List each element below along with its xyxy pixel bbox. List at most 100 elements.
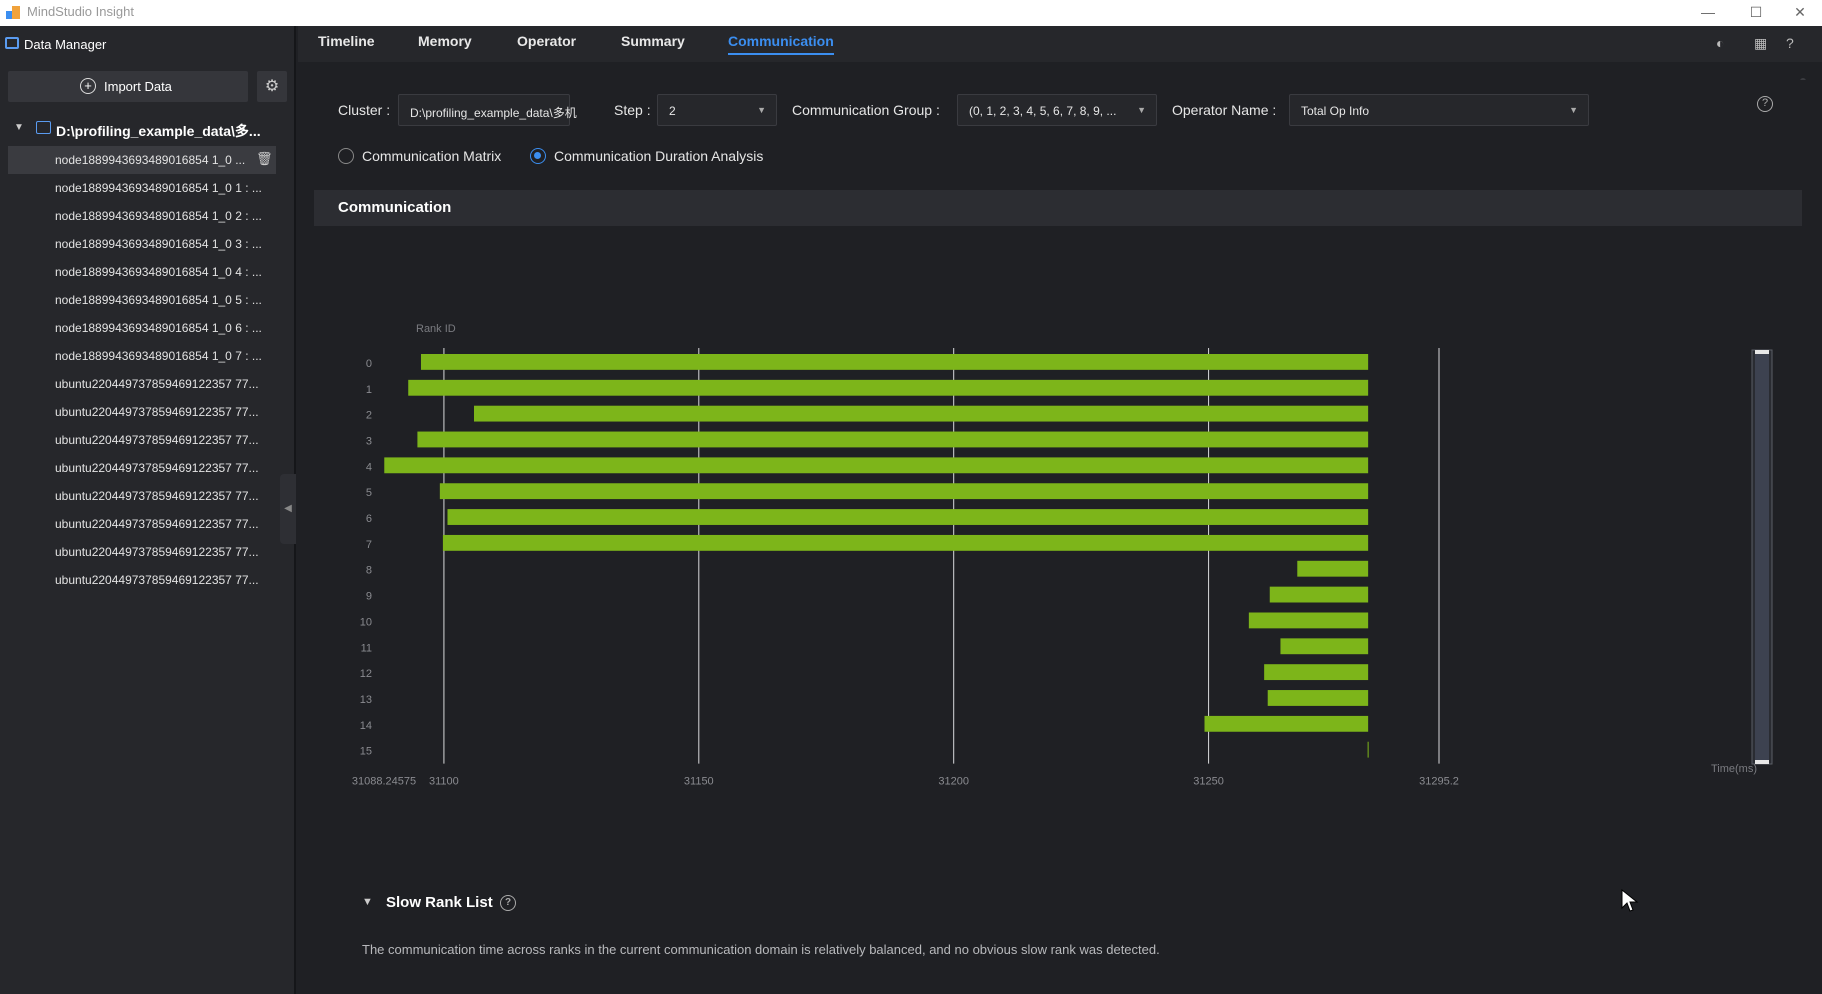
project-tree-node[interactable]: ▼ D:\profiling_example_data\多...: [0, 118, 296, 140]
theme-toggle-icon[interactable]: ◐: [1716, 35, 1725, 51]
step-label: Step :: [614, 102, 651, 118]
help-icon[interactable]: ?: [500, 895, 516, 911]
slow-rank-message: The communication time across ranks in t…: [362, 942, 1160, 957]
project-path: D:\profiling_example_data\多...: [56, 123, 261, 139]
file-item[interactable]: node1889943693489016854 1_0 6 : ...: [8, 314, 276, 342]
file-item[interactable]: ubuntu220449737859469122357 77...: [8, 398, 276, 426]
close-button[interactable]: ✕: [1794, 4, 1806, 20]
bar-rank-8: [1297, 560, 1369, 577]
caret-down-icon[interactable]: ▼: [14, 122, 24, 133]
communication-section-header: Communication: [314, 190, 1802, 226]
filter-bar: Cluster : D:\profiling_example_data\多机 S…: [314, 80, 1794, 190]
file-item[interactable]: ubuntu220449737859469122357 77...: [8, 454, 276, 482]
sidebar: Data Manager + Import Data ⚙ ▼ D:\profil…: [0, 26, 296, 994]
file-item[interactable]: ubuntu220449737859469122357 77...: [8, 566, 276, 594]
file-item-label: node1889943693489016854 1_0 7 : ...: [55, 349, 262, 363]
bar-rank-1: [408, 379, 1369, 396]
file-item[interactable]: ubuntu220449737859469122357 77...: [8, 370, 276, 398]
language-icon[interactable]: ▦: [1754, 35, 1768, 51]
communication-group-value: (0, 1, 2, 3, 4, 5, 6, 7, 8, 9, ...: [969, 104, 1117, 118]
vertical-zoom-range[interactable]: [1755, 354, 1769, 760]
file-item[interactable]: ubuntu220449737859469122357 77...: [8, 538, 276, 566]
bar-rank-5: [439, 483, 1369, 500]
mouse-cursor-icon: [1621, 889, 1639, 912]
x-tick-label: 31100: [429, 776, 459, 786]
x-tick-label: 31200: [938, 776, 969, 786]
y-axis-label: Rank ID: [416, 323, 456, 335]
file-item[interactable]: node1889943693489016854 1_0 7 : ...: [8, 342, 276, 370]
y-tick-label: 12: [360, 668, 372, 680]
tab-summary[interactable]: Summary: [621, 33, 685, 49]
file-item[interactable]: node1889943693489016854 1_0 4 : ...: [8, 258, 276, 286]
file-item-label: ubuntu220449737859469122357 77...: [55, 405, 259, 419]
step-select[interactable]: 2 ▼: [657, 94, 777, 126]
y-tick-label: 11: [361, 642, 372, 654]
file-item-label: ubuntu220449737859469122357 77...: [55, 573, 259, 587]
duration-analysis-label: Communication Duration Analysis: [554, 148, 764, 164]
x-axis-label: Time(ms): [1711, 763, 1757, 775]
trash-icon[interactable]: 🗑: [256, 151, 273, 166]
minimize-button[interactable]: —: [1701, 4, 1715, 20]
maximize-button[interactable]: ☐: [1749, 4, 1763, 20]
file-item[interactable]: node1889943693489016854 1_0 ... 🗑: [8, 146, 276, 174]
settings-gear-icon[interactable]: ⚙: [257, 71, 287, 102]
data-manager-icon: [5, 37, 19, 49]
y-tick-label: 4: [366, 461, 372, 473]
y-tick-label: 13: [360, 694, 372, 706]
communication-matrix-label: Communication Matrix: [362, 148, 502, 164]
operator-name-value: Total Op Info: [1301, 104, 1370, 118]
cluster-select[interactable]: D:\profiling_example_data\多机: [398, 94, 577, 126]
bar-rank-0: [420, 354, 1369, 370]
file-item[interactable]: ubuntu220449737859469122357 77...: [8, 510, 276, 538]
file-item-label: ubuntu220449737859469122357 77...: [55, 545, 259, 559]
tab-communication[interactable]: Communication: [728, 33, 834, 55]
bar-rank-13: [1267, 690, 1369, 706]
radio-on-icon: [530, 148, 546, 164]
y-tick-label: 3: [366, 435, 372, 447]
data-manager-header: Data Manager: [0, 26, 296, 62]
y-tick-label: 6: [366, 513, 372, 525]
file-item[interactable]: node1889943693489016854 1_0 5 : ...: [8, 286, 276, 314]
top-tab-bar: Timeline Memory Operator Summary Communi…: [298, 26, 1822, 62]
plus-icon: +: [80, 78, 96, 94]
file-item-label: ubuntu220449737859469122357 77...: [55, 517, 259, 531]
help-icon[interactable]: ?: [1757, 96, 1773, 112]
file-item-label: node1889943693489016854 1_0 4 : ...: [55, 265, 262, 279]
import-data-button[interactable]: + Import Data: [8, 71, 248, 102]
file-item-label: ubuntu220449737859469122357 77...: [55, 377, 259, 391]
help-icon[interactable]: ?: [1786, 35, 1794, 51]
caret-down-icon[interactable]: ▼: [362, 896, 373, 908]
file-item-label: ubuntu220449737859469122357 77...: [55, 461, 259, 475]
slow-rank-title: Slow Rank List: [386, 894, 493, 911]
y-tick-label: 0: [366, 358, 372, 370]
y-tick-label: 7: [366, 539, 372, 551]
tab-timeline[interactable]: Timeline: [318, 33, 375, 49]
communication-panel: Cluster : D:\profiling_example_data\多机 S…: [314, 80, 1810, 980]
bar-rank-10: [1248, 612, 1369, 629]
vertical-zoom-handle-top[interactable]: [1755, 350, 1769, 354]
chevron-down-icon: ▼: [1569, 105, 1578, 115]
file-item[interactable]: ubuntu220449737859469122357 77...: [8, 426, 276, 454]
y-tick-label: 2: [366, 410, 372, 422]
bar-rank-14: [1204, 715, 1369, 732]
file-item[interactable]: node1889943693489016854 1_0 1 : ...: [8, 174, 276, 202]
file-item-label: node1889943693489016854 1_0 3 : ...: [55, 237, 262, 251]
collapse-sidebar-button[interactable]: ◀: [280, 474, 296, 544]
app-title: MindStudio Insight: [27, 4, 134, 19]
bar-rank-9: [1269, 586, 1369, 603]
y-tick-label: 1: [366, 384, 372, 396]
x-tick-label: 31295.2: [1419, 776, 1459, 786]
y-tick-label: 10: [360, 616, 372, 628]
y-tick-label: 9: [366, 591, 372, 603]
operator-name-select[interactable]: Total Op Info ▼: [1289, 94, 1589, 126]
bar-rank-3: [417, 431, 1369, 448]
file-item[interactable]: node1889943693489016854 1_0 3 : ...: [8, 230, 276, 258]
tab-operator[interactable]: Operator: [517, 33, 577, 49]
file-item[interactable]: ubuntu220449737859469122357 77...: [8, 482, 276, 510]
file-item-label: node1889943693489016854 1_0 1 : ...: [55, 181, 262, 195]
file-item[interactable]: node1889943693489016854 1_0 2 : ...: [8, 202, 276, 230]
y-tick-label: 5: [366, 487, 372, 499]
vertical-zoom-handle-bottom[interactable]: [1755, 760, 1769, 764]
communication-group-select[interactable]: (0, 1, 2, 3, 4, 5, 6, 7, 8, 9, ... ▼: [957, 94, 1157, 126]
tab-memory[interactable]: Memory: [418, 33, 472, 49]
